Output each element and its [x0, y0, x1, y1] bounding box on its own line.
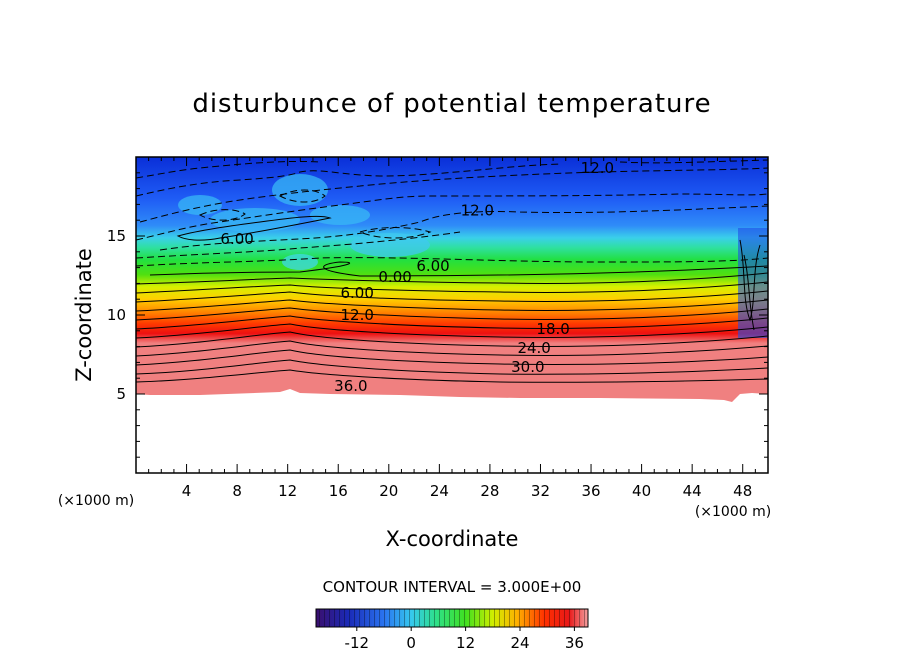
contour-label: 6.00	[220, 230, 253, 248]
y-axis-title: Z-coordinate	[72, 248, 96, 382]
x-unit-label-left: (×1000 m)	[58, 493, 134, 509]
colorbar-ticks: -12 0 12 24 36	[345, 627, 584, 652]
x-axis-title: X-coordinate	[386, 527, 519, 551]
contour-label: 30.0	[511, 358, 544, 376]
contour-label: 12.0	[581, 159, 614, 177]
x-tick-label: 16	[329, 482, 348, 500]
y-tick-label: 5	[116, 385, 126, 403]
colorbar-tick-label: 36	[565, 634, 584, 652]
contour-label: 0.00	[378, 268, 411, 286]
y-axis: 5 10 15	[107, 172, 768, 458]
colorbar-frame	[315, 608, 589, 628]
y-tick-label: 10	[107, 306, 126, 324]
colorbar: -12 0 12 24 36	[315, 608, 589, 652]
y-tick-label: 15	[107, 227, 126, 245]
contour-interval-note: CONTOUR INTERVAL = 3.000E+00	[323, 578, 582, 596]
colorbar-tick-label: 12	[456, 634, 475, 652]
x-tick-label: 48	[733, 482, 752, 500]
colorbar-tick-label: 24	[510, 634, 529, 652]
colorbar-bands	[316, 609, 588, 627]
x-tick-label: 36	[581, 482, 600, 500]
contour-label: 24.0	[517, 339, 550, 357]
x-tick-label: 4	[182, 482, 192, 500]
x-tick-label: 32	[531, 482, 550, 500]
x-axis: 4 8 12 16 20 24 28 32 36 40 44 48	[148, 157, 756, 500]
colorbar-tick-label: -12	[345, 634, 370, 652]
colorbar-tick-label: 0	[406, 634, 416, 652]
contour-labels: 12.0 12.0 6.00 6.00 0.00 6.00 12.0 18.024.030.0…	[220, 159, 614, 395]
contour-label: 12.0	[461, 202, 494, 220]
x-tick-label: 8	[232, 482, 242, 500]
x-tick-label: 20	[379, 482, 398, 500]
chart-title: disturbunce of potential temperature	[192, 89, 711, 119]
contour-label: 36.0	[334, 377, 367, 395]
contour-label: 18.0	[536, 320, 569, 338]
x-tick-label: 40	[632, 482, 651, 500]
contour-label: 12.0	[340, 306, 373, 324]
x-tick-label: 44	[683, 482, 702, 500]
x-tick-label: 24	[430, 482, 449, 500]
x-tick-label: 28	[480, 482, 499, 500]
contour-label: 6.00	[340, 284, 373, 302]
contour-label: 6.00	[416, 257, 449, 275]
x-unit-label-right: (×1000 m)	[695, 504, 771, 520]
x-tick-label: 12	[278, 482, 297, 500]
contour-lines	[136, 159, 768, 383]
